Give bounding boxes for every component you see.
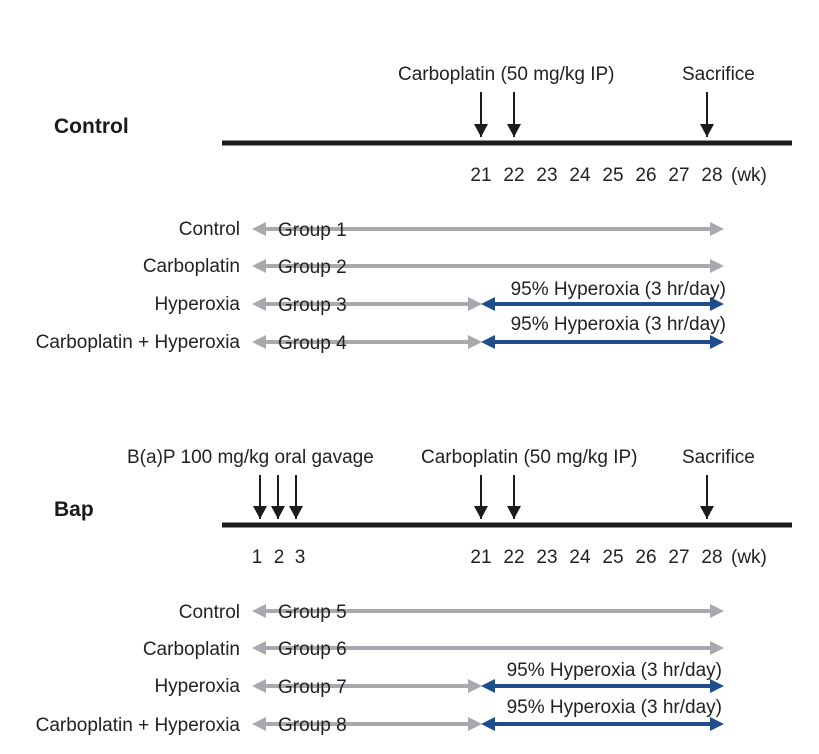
hyperoxia-arrowhead-right bbox=[710, 297, 724, 311]
treatment-label: Hyperoxia bbox=[154, 676, 240, 697]
sacrifice-label: Sacrifice bbox=[682, 447, 755, 468]
group-row: Carboplatin + Hyperoxia Group 4 95% Hype… bbox=[36, 314, 726, 354]
arrowhead-left bbox=[252, 297, 266, 311]
group-label: Group 6 bbox=[278, 639, 347, 660]
carboplatin-arrowhead-week-21 bbox=[474, 124, 488, 137]
tick-label-3: 3 bbox=[295, 547, 306, 568]
bap-label: B(a)P 100 mg/kg oral gavage bbox=[127, 447, 374, 468]
group-row: Carboplatin Group 6 bbox=[143, 639, 724, 660]
treatment-label: Carboplatin bbox=[143, 256, 240, 277]
tick-label-21: 21 bbox=[470, 165, 491, 186]
carboplatin-arrowhead-week-22 bbox=[507, 124, 521, 137]
tick-label-26: 26 bbox=[635, 547, 656, 568]
arrowhead-right bbox=[468, 717, 482, 731]
treatment-label: Carboplatin bbox=[143, 639, 240, 660]
tick-label-21: 21 bbox=[470, 547, 491, 568]
tick-label-2: 2 bbox=[274, 547, 285, 568]
bap-arrowhead-week-1 bbox=[253, 506, 267, 519]
arrowhead-left bbox=[252, 259, 266, 273]
tick-label-23: 23 bbox=[536, 165, 557, 186]
arrowhead-left bbox=[252, 604, 266, 618]
hyperoxia-label: 95% Hyperoxia (3 hr/day) bbox=[507, 697, 722, 718]
arrowhead-right bbox=[468, 297, 482, 311]
hyperoxia-arrowhead-left bbox=[481, 679, 495, 693]
treatment-label: Control bbox=[179, 602, 240, 623]
group-label: Group 2 bbox=[278, 257, 347, 278]
group-row: Carboplatin Group 2 bbox=[143, 256, 724, 278]
bap-arrowhead-week-2 bbox=[271, 506, 285, 519]
carboplatin-arrowhead-week-22 bbox=[507, 506, 521, 519]
tick-label-28: 28 bbox=[701, 165, 722, 186]
arrowhead-left bbox=[252, 222, 266, 236]
arrowhead-right bbox=[710, 641, 724, 655]
arrowhead-left bbox=[252, 717, 266, 731]
arrowhead-right bbox=[468, 335, 482, 349]
group-row: Hyperoxia Group 7 95% Hyperoxia (3 hr/da… bbox=[154, 660, 724, 698]
carboplatin-label: Carboplatin (50 mg/kg IP) bbox=[421, 447, 638, 468]
group-row: Control Group 5 bbox=[179, 602, 724, 623]
tick-label-26: 26 bbox=[635, 165, 656, 186]
tick-label-27: 27 bbox=[668, 165, 689, 186]
hyperoxia-label: 95% Hyperoxia (3 hr/day) bbox=[511, 279, 726, 300]
bap-panel: Bap B(a)P 100 mg/kg oral gavage Carbopla… bbox=[36, 447, 792, 736]
arrowhead-left bbox=[252, 679, 266, 693]
group-label: Group 7 bbox=[278, 677, 347, 698]
arrowhead-right bbox=[710, 604, 724, 618]
hyperoxia-arrowhead-left bbox=[481, 717, 495, 731]
tick-label-25: 25 bbox=[602, 547, 623, 568]
tick-label-27: 27 bbox=[668, 547, 689, 568]
tick-label-24: 24 bbox=[569, 165, 591, 186]
arrowhead-right bbox=[710, 222, 724, 236]
tick-label-25: 25 bbox=[602, 165, 623, 186]
group-label: Group 8 bbox=[278, 715, 347, 736]
treatment-label: Hyperoxia bbox=[154, 294, 240, 315]
treatment-label: Carboplatin + Hyperoxia bbox=[36, 715, 241, 736]
arrowhead-right bbox=[468, 679, 482, 693]
carboplatin-arrowhead-week-21 bbox=[474, 506, 488, 519]
tick-label-1: 1 bbox=[252, 547, 263, 568]
panel-title: Control bbox=[54, 115, 129, 138]
panel-title: Bap bbox=[54, 498, 94, 521]
sacrifice-arrowhead bbox=[700, 124, 714, 137]
group-label: Group 3 bbox=[278, 295, 347, 316]
group-label: Group 1 bbox=[278, 220, 347, 241]
carboplatin-label: Carboplatin (50 mg/kg IP) bbox=[398, 64, 615, 85]
group-label: Group 4 bbox=[278, 333, 347, 354]
treatment-label: Control bbox=[179, 219, 240, 240]
hyperoxia-arrowhead-right bbox=[710, 679, 724, 693]
tick-label-28: 28 bbox=[701, 547, 722, 568]
sacrifice-arrowhead bbox=[700, 506, 714, 519]
arrowhead-left bbox=[252, 641, 266, 655]
tick-label-23: 23 bbox=[536, 547, 557, 568]
group-row: Carboplatin + Hyperoxia Group 8 95% Hype… bbox=[36, 697, 724, 736]
sacrifice-label: Sacrifice bbox=[682, 64, 755, 85]
tick-label-22: 22 bbox=[503, 547, 524, 568]
group-label: Group 5 bbox=[278, 602, 347, 623]
hyperoxia-arrowhead-right bbox=[710, 717, 724, 731]
arrowhead-right bbox=[710, 259, 724, 273]
hyperoxia-label: 95% Hyperoxia (3 hr/day) bbox=[507, 660, 722, 681]
hyperoxia-arrowhead-left bbox=[481, 297, 495, 311]
tick-label-22: 22 bbox=[503, 165, 524, 186]
bap-arrowhead-week-3 bbox=[289, 506, 303, 519]
hyperoxia-arrowhead-left bbox=[481, 335, 495, 349]
group-row: Hyperoxia Group 3 95% Hyperoxia (3 hr/da… bbox=[154, 279, 726, 316]
hyperoxia-arrowhead-right bbox=[710, 335, 724, 349]
group-row: Control Group 1 bbox=[179, 219, 724, 241]
control-panel: Control Carboplatin (50 mg/kg IP) Sacrif… bbox=[36, 64, 792, 354]
arrowhead-left bbox=[252, 335, 266, 349]
unit-label: (wk) bbox=[731, 547, 767, 568]
tick-label-24: 24 bbox=[569, 547, 591, 568]
treatment-label: Carboplatin + Hyperoxia bbox=[36, 332, 241, 353]
unit-label: (wk) bbox=[731, 165, 767, 186]
hyperoxia-label: 95% Hyperoxia (3 hr/day) bbox=[511, 314, 726, 335]
